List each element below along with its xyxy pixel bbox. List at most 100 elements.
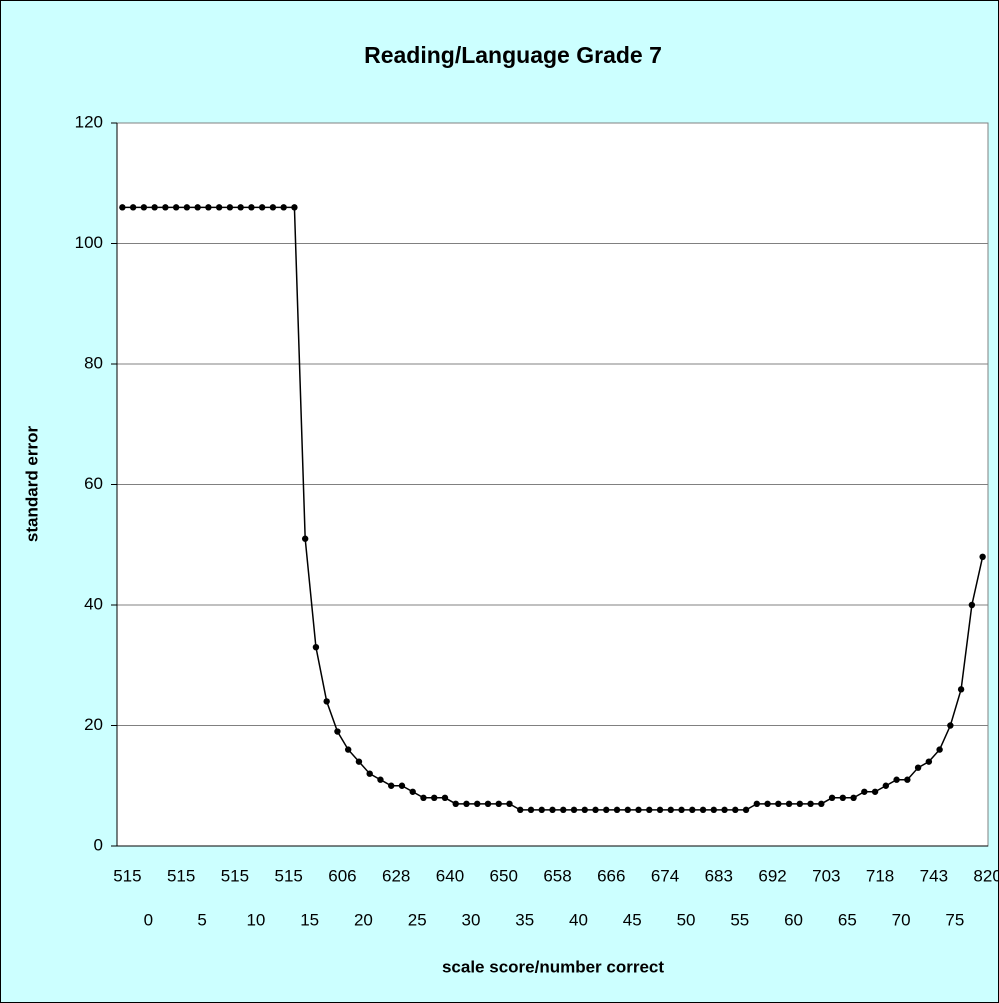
data-point	[710, 806, 717, 814]
x-tick-label-secondary: 20	[354, 910, 373, 929]
data-point	[678, 806, 685, 814]
data-point	[151, 204, 158, 211]
y-tick-label: 0	[94, 835, 103, 854]
data-point	[549, 806, 556, 814]
data-point	[183, 204, 191, 211]
x-tick-label: 666	[597, 866, 625, 885]
data-point	[839, 794, 847, 801]
data-point	[785, 800, 793, 808]
data-point	[495, 800, 502, 808]
data-point	[807, 800, 814, 808]
data-point	[334, 728, 341, 735]
chart-title: Reading/Language Grade 7	[364, 42, 662, 68]
data-point	[420, 794, 427, 801]
data-point	[635, 806, 642, 814]
y-tick-label: 60	[84, 474, 103, 493]
data-point	[355, 758, 363, 765]
data-point	[506, 800, 513, 808]
data-point	[893, 776, 900, 783]
x-tick-label-secondary: 10	[246, 910, 265, 929]
data-point	[646, 806, 653, 814]
data-point	[592, 806, 599, 814]
x-tick-label-secondary: 35	[515, 910, 534, 929]
data-point	[119, 204, 126, 211]
data-point	[957, 686, 965, 693]
x-tick-label: 820	[973, 866, 999, 885]
data-point	[366, 770, 373, 777]
data-point	[527, 806, 535, 814]
data-point	[248, 204, 255, 211]
x-tick-label-secondary: 30	[462, 910, 481, 929]
data-point	[796, 800, 804, 808]
data-point	[613, 806, 621, 814]
data-point	[301, 535, 309, 542]
data-point	[484, 800, 492, 808]
y-tick-label: 120	[75, 112, 103, 131]
data-point	[828, 794, 836, 801]
data-point	[140, 204, 148, 211]
data-point	[226, 204, 234, 211]
data-point	[882, 782, 890, 789]
data-point	[441, 794, 449, 801]
data-point	[258, 204, 266, 211]
data-point	[215, 204, 223, 211]
data-point	[721, 806, 728, 814]
data-point	[452, 800, 459, 808]
x-tick-label: 515	[113, 866, 141, 885]
data-point	[129, 204, 137, 211]
data-point	[689, 806, 696, 814]
data-point	[291, 204, 298, 211]
data-point	[172, 204, 180, 211]
data-point	[603, 806, 610, 814]
x-axis-title: scale score/number correct	[442, 957, 664, 976]
data-point	[699, 806, 707, 814]
data-point	[377, 776, 384, 783]
data-point	[656, 806, 664, 814]
y-tick-label: 20	[84, 715, 103, 734]
y-tick-label: 100	[75, 233, 103, 252]
data-point	[818, 800, 825, 808]
y-tick-label: 40	[84, 594, 103, 613]
data-point	[775, 800, 782, 808]
x-tick-label: 683	[705, 866, 733, 885]
x-tick-label-secondary: 5	[197, 910, 206, 929]
data-point	[388, 782, 395, 789]
x-tick-label: 743	[920, 866, 948, 885]
data-point	[624, 806, 631, 814]
data-point	[398, 782, 406, 789]
x-tick-label: 515	[221, 866, 249, 885]
data-point	[409, 788, 416, 795]
data-point	[474, 800, 481, 808]
x-tick-label-secondary: 0	[144, 910, 153, 929]
x-tick-label-secondary: 15	[300, 910, 319, 929]
data-point	[861, 788, 868, 795]
data-point	[979, 553, 986, 560]
data-point	[947, 722, 954, 729]
x-tick-label-secondary: 50	[677, 910, 696, 929]
x-tick-label: 606	[328, 866, 356, 885]
x-tick-label-secondary: 25	[408, 910, 427, 929]
data-point	[344, 746, 352, 753]
data-point	[269, 204, 277, 211]
data-point	[871, 788, 879, 795]
x-tick-label: 703	[812, 866, 840, 885]
data-point	[560, 806, 567, 814]
data-point	[904, 776, 911, 783]
x-tick-label: 674	[651, 866, 679, 885]
data-point	[732, 806, 739, 814]
y-axis-title: standard error	[22, 426, 41, 543]
data-point	[280, 204, 287, 211]
x-tick-label-secondary: 45	[623, 910, 642, 929]
data-point	[753, 800, 761, 808]
x-tick-label: 718	[866, 866, 894, 885]
data-point	[312, 643, 320, 651]
y-tick-label: 80	[84, 353, 103, 372]
data-point	[764, 800, 771, 808]
x-tick-label-secondary: 70	[892, 910, 911, 929]
data-point	[237, 204, 244, 211]
data-point	[517, 806, 524, 814]
x-tick-label-secondary: 40	[569, 910, 588, 929]
data-point	[323, 698, 330, 705]
data-point	[850, 794, 857, 801]
data-point	[570, 806, 578, 814]
